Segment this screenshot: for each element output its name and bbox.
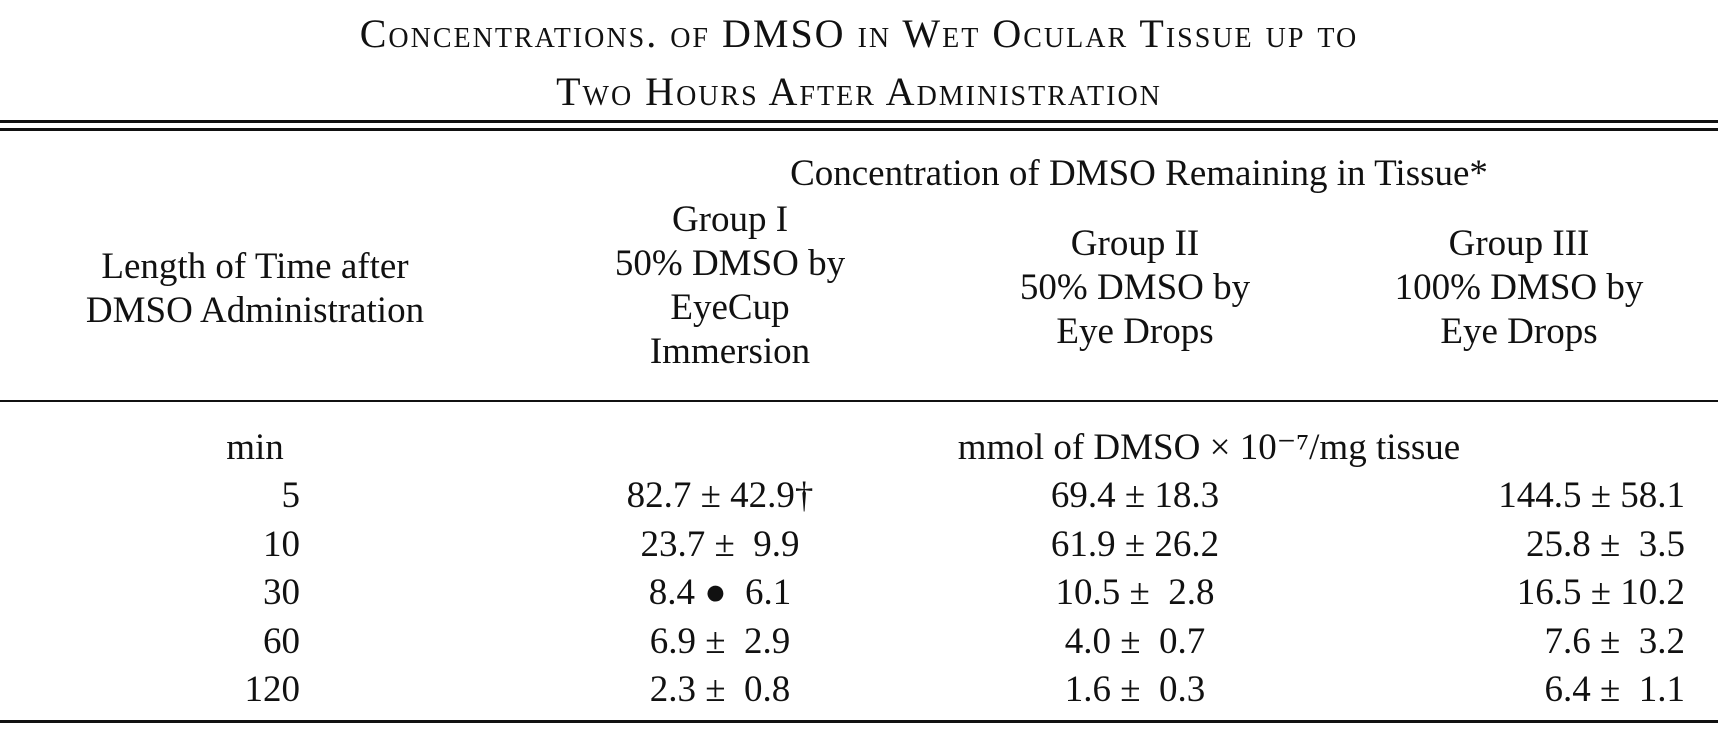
group-3-cell: 6.4 ± 1.1: [1544, 669, 1685, 710]
group-3-heading-line: Eye Drops: [1440, 311, 1598, 352]
group-1-heading: Group I 50% DMSO by EyeCup Immersion: [530, 198, 930, 374]
group-1-heading-line: EyeCup: [670, 287, 790, 328]
table-row: 120 2.3 ± 0.8 1.6 ± 0.3 6.4 ± 1.1: [0, 668, 1718, 717]
group-1-cell: 2.3 ± 0.8: [649, 669, 791, 710]
group-2-cell: 1.6 ± 0.3: [1064, 669, 1206, 710]
group-2-heading: Group II 50% DMSO by Eye Drops: [950, 222, 1320, 354]
group-2-heading-line: Eye Drops: [1056, 311, 1214, 352]
group-3-heading-line: Group III: [1448, 223, 1590, 264]
bottom-rule: [0, 720, 1718, 723]
group-2-cell: 10.5 ± 2.8: [1055, 572, 1215, 613]
group-3-cell: 16.5 ± 10.2: [1516, 572, 1685, 613]
group-1-cell: 23.7 ± 9.9: [640, 523, 800, 565]
group-2-cell: 69.4 ± 18.3: [1050, 475, 1220, 516]
group-2-cell: 4.0 ± 0.7: [1064, 620, 1206, 662]
group-1-heading-line: Group I: [671, 199, 789, 240]
header-rule: [0, 400, 1718, 402]
stub-heading: Length of Time after DMSO Administration: [15, 245, 495, 333]
column-spanner-heading: Concentration of DMSO Remaining in Tissu…: [790, 153, 1488, 194]
stub-heading-line: DMSO Administration: [85, 290, 425, 331]
group-1-cell: 82.7 ± 42.9†: [626, 475, 814, 516]
group-2-cell: 61.9 ± 26.2: [1050, 523, 1220, 565]
table-body: 5 82.7 ± 42.9† 69.4 ± 18.3 144.5 ± 58.1 …: [0, 474, 1718, 717]
group-2-heading-line: Group II: [1070, 223, 1200, 264]
group-1-cell: 8.4 ● 6.1: [648, 572, 792, 613]
table-row: 60 6.9 ± 2.9 4.0 ± 0.7 7.6 ± 3.2: [0, 620, 1718, 669]
group-1-cell: 6.9 ± 2.9: [649, 620, 791, 662]
group-3-cell: 25.8 ± 3.5: [1525, 523, 1685, 565]
table-title-line-1: Concentrations. of DMSO in Wet Ocular Ti…: [359, 11, 1359, 56]
table-title-line-2: Two Hours After Administration: [556, 69, 1162, 114]
top-rule-inner: [0, 128, 1718, 131]
time-cell: 120: [244, 669, 301, 710]
group-2-heading-line: 50% DMSO by: [1019, 267, 1251, 308]
top-rule: [0, 120, 1718, 123]
time-cell: 10: [263, 523, 300, 565]
time-unit-label: min: [226, 427, 284, 468]
group-3-heading-line: 100% DMSO by: [1394, 267, 1644, 308]
time-cell: 5: [281, 475, 301, 516]
group-3-heading: Group III 100% DMSO by Eye Drops: [1320, 222, 1718, 354]
group-1-heading-line: 50% DMSO by: [614, 243, 846, 284]
time-cell: 60: [263, 620, 300, 662]
group-3-cell: 144.5 ± 58.1: [1498, 475, 1685, 516]
group-3-cell: 7.6 ± 3.2: [1544, 620, 1685, 662]
stub-heading-line: Length of Time after: [101, 246, 409, 287]
table-row: 5 82.7 ± 42.9† 69.4 ± 18.3 144.5 ± 58.1: [0, 474, 1718, 523]
table-row: 10 23.7 ± 9.9 61.9 ± 26.2 25.8 ± 3.5: [0, 523, 1718, 572]
group-1-heading-line: Immersion: [649, 331, 811, 372]
value-unit-label: mmol of DMSO × 10⁻⁷/mg tissue: [957, 427, 1461, 468]
table-row: 30 8.4 ● 6.1 10.5 ± 2.8 16.5 ± 10.2: [0, 571, 1718, 620]
time-cell: 30: [263, 572, 300, 613]
